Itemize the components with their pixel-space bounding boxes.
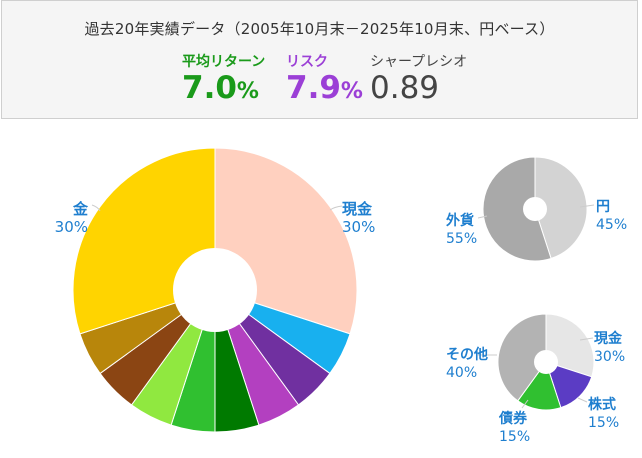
return-unit: % — [236, 79, 259, 104]
leader-lines — [91, 204, 595, 409]
label-cash-pct: 30% — [342, 218, 376, 236]
leader-line-stocks — [577, 397, 588, 403]
currency-pie — [482, 156, 588, 262]
return-metric: 平均リターン 7.0% — [182, 51, 265, 109]
label-yen-pct: 45% — [596, 217, 628, 233]
label-other-name: その他 — [446, 347, 488, 363]
allocation-center-hole — [173, 248, 257, 332]
leader-line-bonds — [521, 399, 529, 409]
label-stocks: 株式 15% — [588, 396, 619, 432]
leader-line-cash — [329, 205, 343, 211]
label-foreign-pct: 55% — [446, 231, 478, 247]
label-foreign-name: 外貨 — [446, 213, 474, 229]
leader-line-cash2 — [579, 337, 594, 341]
currency-slice-1 — [534, 156, 588, 260]
label-other: その他 40% — [446, 346, 488, 382]
label-cash-name: 現金 — [342, 200, 373, 218]
label-foreign: 外貨 55% — [446, 212, 477, 248]
label-bonds-pct: 15% — [499, 429, 531, 445]
label-cash: 現金 30% — [342, 200, 375, 236]
label-other-pct: 40% — [446, 365, 478, 381]
leader-line-foreign — [477, 215, 488, 219]
return-value: 7.0 — [182, 70, 237, 106]
return-label: 平均リターン — [182, 54, 266, 70]
label-stocks-pct: 15% — [588, 415, 620, 431]
stats-panel: 過去20年実績データ（2005年10月末－2025年10月末、円ベース） 平均リ… — [1, 0, 638, 119]
risk-label: リスク — [286, 54, 328, 70]
risk-value-line: 7.9% — [286, 71, 363, 109]
label-yen-name: 円 — [596, 199, 610, 215]
label-class-cash-pct: 30% — [594, 349, 626, 365]
asset-allocation-pie — [72, 147, 358, 433]
leader-line-gold — [91, 204, 101, 212]
label-bonds: 債券 15% — [499, 410, 530, 446]
leader-line-yen — [579, 204, 595, 208]
currency-center-hole — [523, 197, 547, 221]
label-gold: 金 30% — [30, 200, 88, 236]
label-gold-pct: 30% — [54, 218, 88, 236]
label-stocks-name: 株式 — [588, 397, 616, 413]
sharpe-metric: シャープレシオ 0.89 — [370, 51, 467, 105]
label-yen: 円 45% — [596, 198, 627, 234]
asset-class-pie — [497, 313, 595, 411]
sharpe-value: 0.89 — [370, 70, 440, 106]
asset-class-center-hole — [534, 350, 558, 374]
risk-metric: リスク 7.9% — [286, 51, 363, 109]
label-bonds-name: 債券 — [499, 411, 527, 427]
label-class-cash-name: 現金 — [594, 331, 622, 347]
risk-unit: % — [340, 79, 363, 104]
return-value-line: 7.0% — [182, 71, 265, 109]
label-gold-name: 金 — [72, 200, 88, 218]
asset-class-slice-4 — [497, 313, 547, 402]
risk-value: 7.9 — [286, 70, 341, 106]
stats-title: 過去20年実績データ（2005年10月末－2025年10月末、円ベース） — [84, 20, 555, 38]
sharpe-label: シャープレシオ — [370, 54, 468, 70]
label-class-cash: 現金 30% — [594, 330, 625, 366]
asset-class-slice-1 — [545, 313, 595, 378]
